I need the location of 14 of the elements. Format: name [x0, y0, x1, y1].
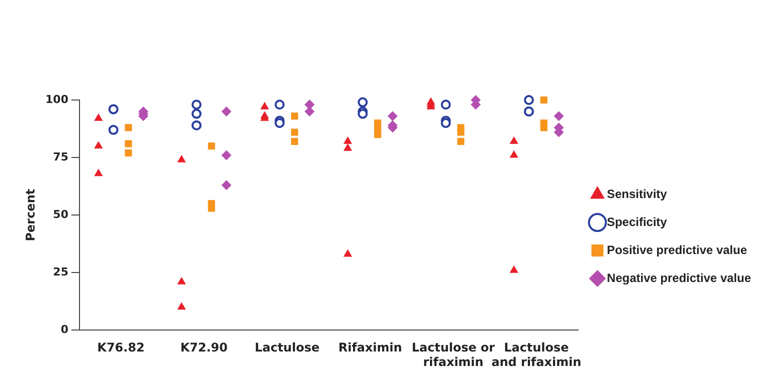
- y-tick-label: 100: [45, 92, 69, 106]
- x-tick-label: Lactulose: [254, 340, 320, 355]
- y-tick-label: 0: [60, 323, 69, 336]
- y-tick-label: 50: [53, 208, 69, 221]
- legend-label: Positive predictive value: [606, 242, 748, 257]
- y-tick-label: 75: [53, 150, 68, 164]
- legend-label: Specificity: [606, 214, 668, 229]
- x-tick-label: K76.82: [97, 340, 145, 355]
- x-tick-label: K72.90: [180, 340, 228, 355]
- y-tick-label: 25: [53, 266, 68, 279]
- legend-label: Negative predictive value: [606, 270, 752, 285]
- x-tick-label: Rifaximin: [338, 340, 402, 355]
- legend-label: Sensitivity: [606, 186, 668, 201]
- y-axis-title: Percent: [23, 188, 38, 242]
